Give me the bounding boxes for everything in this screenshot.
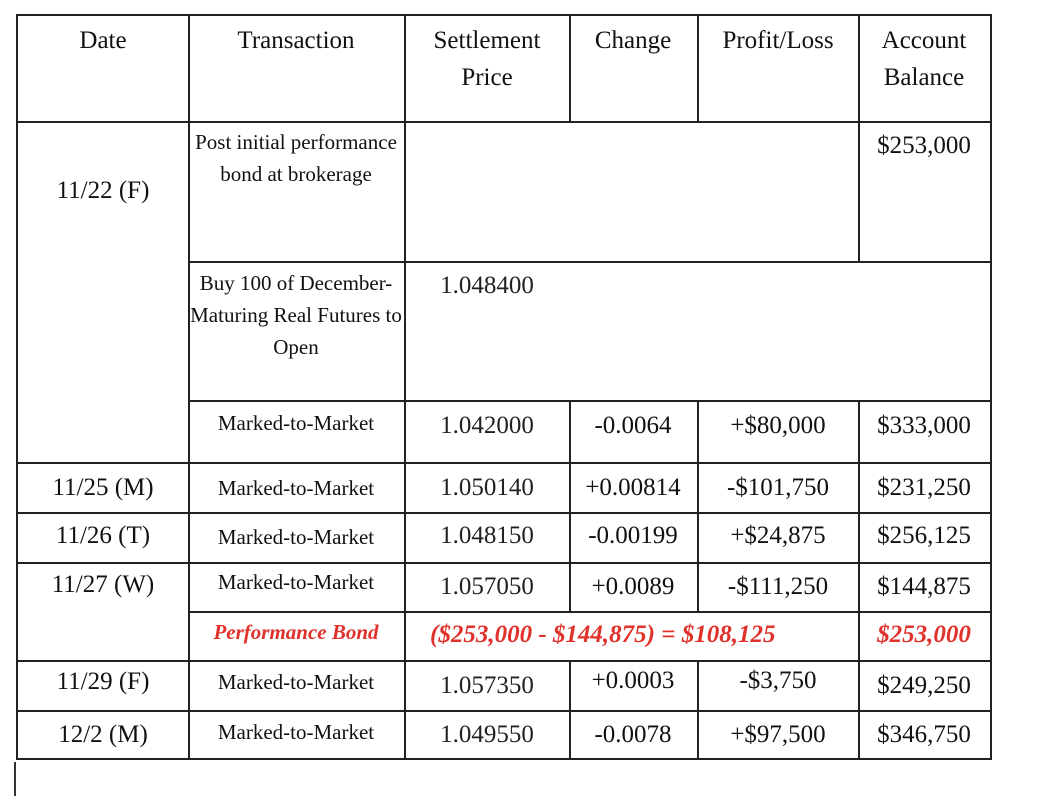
pl-cell: -$3,750	[739, 667, 817, 694]
column-divider	[569, 14, 571, 122]
transaction-cell: Marked-to-Market	[217, 476, 375, 500]
balance-cell: $333,000	[877, 412, 971, 439]
row-divider	[16, 512, 992, 514]
header-balance-line2: Balance	[883, 64, 965, 91]
settlement-cell: 1.048400	[440, 272, 534, 299]
header-balance-line1: Account	[881, 27, 967, 54]
text-cursor	[14, 762, 16, 796]
date-cell: 11/25 (M)	[52, 474, 154, 501]
header-change: Change	[594, 27, 672, 54]
header-profit-loss: Profit/Loss	[722, 27, 834, 54]
column-divider	[188, 14, 190, 760]
change-cell: -0.00199	[588, 522, 678, 549]
balance-cell: $249,250	[877, 672, 971, 699]
change-cell: +0.0003	[591, 667, 675, 694]
performance-bond-calculation: ($253,000 - $144,875) = $108,125	[430, 621, 776, 648]
date-cell: 11/29 (F)	[56, 668, 150, 695]
balance-cell: $256,125	[877, 522, 971, 549]
column-divider	[569, 400, 571, 612]
column-divider	[697, 400, 699, 612]
transaction-cell: Marked-to-Market	[217, 670, 375, 694]
table-border-top	[16, 14, 992, 16]
table-border-bottom	[16, 758, 992, 760]
date-cell: 12/2 (M)	[58, 721, 148, 748]
row-divider	[16, 562, 992, 564]
date-cell: 11/27 (W)	[51, 571, 155, 598]
performance-bond-label: Performance Bond	[213, 620, 379, 644]
change-cell: +0.0089	[591, 573, 675, 600]
transaction-cell: Buy 100 of December-Maturing Real Future…	[190, 271, 402, 359]
settlement-cell: 1.048150	[440, 522, 534, 549]
performance-bond-balance: $253,000	[877, 621, 971, 648]
header-date: Date	[79, 27, 127, 54]
column-divider	[697, 660, 699, 760]
transaction-cell: Marked-to-Market	[217, 525, 375, 549]
row-divider	[16, 660, 992, 662]
settlement-cell: 1.057350	[440, 672, 534, 699]
settlement-cell: 1.049550	[440, 721, 534, 748]
settlement-cell: 1.042000	[440, 412, 534, 439]
column-divider	[569, 660, 571, 760]
table-border-right	[990, 14, 992, 760]
balance-cell: $144,875	[877, 573, 971, 600]
settlement-cell: 1.050140	[440, 474, 534, 501]
transaction-cell: Marked-to-Market	[217, 720, 375, 744]
settlement-cell: 1.057050	[440, 573, 534, 600]
row-divider	[188, 400, 992, 402]
balance-cell: $231,250	[877, 474, 971, 501]
column-divider	[858, 400, 860, 760]
date-cell: 11/22 (F)	[56, 177, 150, 204]
column-divider	[404, 14, 406, 760]
transaction-cell: Post initial performance bond at brokera…	[195, 130, 397, 186]
table-border-left	[16, 14, 18, 760]
header-transaction: Transaction	[237, 27, 355, 54]
date-cell: 11/26 (T)	[55, 522, 151, 549]
pl-cell: -$101,750	[726, 474, 830, 501]
row-divider	[188, 261, 992, 263]
column-divider	[858, 14, 860, 262]
pl-cell: +$80,000	[730, 412, 826, 439]
pl-cell: +$24,875	[730, 522, 826, 549]
row-divider	[16, 710, 992, 712]
transaction-cell: Marked-to-Market	[217, 411, 375, 435]
balance-cell: $253,000	[877, 132, 971, 159]
change-cell: +0.00814	[585, 474, 681, 501]
column-divider	[697, 14, 699, 122]
pl-cell: +$97,500	[730, 721, 826, 748]
change-cell: -0.0064	[594, 412, 672, 439]
header-bottom-border	[16, 121, 992, 123]
header-settlement-line1: Settlement	[433, 27, 541, 54]
row-divider	[16, 462, 992, 464]
row-divider	[188, 611, 992, 613]
pl-cell: -$111,250	[727, 573, 829, 600]
balance-cell: $346,750	[877, 721, 971, 748]
change-cell: -0.0078	[594, 721, 672, 748]
header-settlement-line2: Price	[461, 64, 513, 91]
transaction-cell: Marked-to-Market	[217, 570, 375, 594]
